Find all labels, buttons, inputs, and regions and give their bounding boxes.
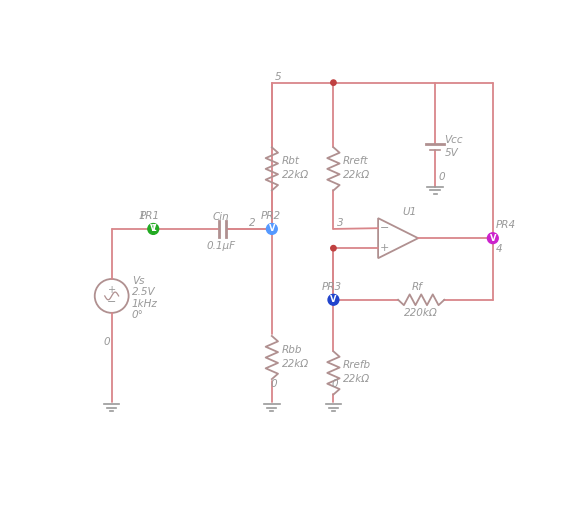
Text: 2.5V: 2.5V: [132, 287, 155, 297]
Text: +: +: [108, 285, 116, 295]
Text: Rrefb: Rrefb: [343, 360, 371, 370]
Text: Vs: Vs: [132, 275, 144, 286]
Text: 22kΩ: 22kΩ: [343, 170, 370, 180]
Circle shape: [331, 245, 336, 251]
Text: +: +: [380, 243, 389, 253]
Text: Rreft: Rreft: [343, 156, 368, 166]
Text: PR4: PR4: [496, 220, 516, 230]
Text: Rbt: Rbt: [282, 156, 300, 166]
Circle shape: [331, 80, 336, 86]
Text: V: V: [150, 224, 156, 234]
Text: 3: 3: [336, 218, 343, 228]
Text: 22kΩ: 22kΩ: [282, 170, 309, 180]
Text: 4: 4: [496, 244, 503, 254]
Text: 5V: 5V: [444, 149, 458, 158]
Text: 5: 5: [275, 72, 281, 82]
Text: V: V: [489, 234, 496, 243]
Text: Cin: Cin: [213, 212, 229, 221]
Text: −: −: [380, 223, 389, 233]
Circle shape: [488, 233, 498, 244]
Text: 0.1μF: 0.1μF: [206, 241, 236, 251]
Text: PR2: PR2: [260, 211, 280, 221]
Text: 0: 0: [332, 380, 338, 389]
Circle shape: [328, 294, 339, 305]
Text: Rf: Rf: [412, 281, 423, 292]
Text: 220kΩ: 220kΩ: [404, 308, 438, 318]
Text: Rbb: Rbb: [282, 345, 302, 355]
Circle shape: [331, 297, 336, 302]
Circle shape: [148, 223, 159, 234]
Text: Vcc: Vcc: [444, 135, 463, 146]
Text: V: V: [268, 224, 275, 234]
Text: 1kHz: 1kHz: [132, 299, 158, 308]
Text: 0°: 0°: [132, 310, 144, 320]
Text: U1: U1: [402, 207, 416, 217]
Text: 0: 0: [439, 172, 445, 182]
Text: V: V: [330, 295, 337, 304]
Text: 22kΩ: 22kΩ: [343, 374, 370, 384]
Circle shape: [267, 223, 277, 234]
Text: PR3: PR3: [322, 281, 342, 292]
Text: 1: 1: [138, 211, 145, 221]
Text: 1: 1: [149, 224, 155, 234]
Text: −: −: [107, 297, 117, 307]
Text: 0: 0: [104, 337, 110, 347]
Text: 2: 2: [248, 218, 255, 228]
Text: PR1: PR1: [139, 211, 159, 221]
Text: 0: 0: [270, 380, 277, 389]
Text: 22kΩ: 22kΩ: [282, 359, 309, 369]
